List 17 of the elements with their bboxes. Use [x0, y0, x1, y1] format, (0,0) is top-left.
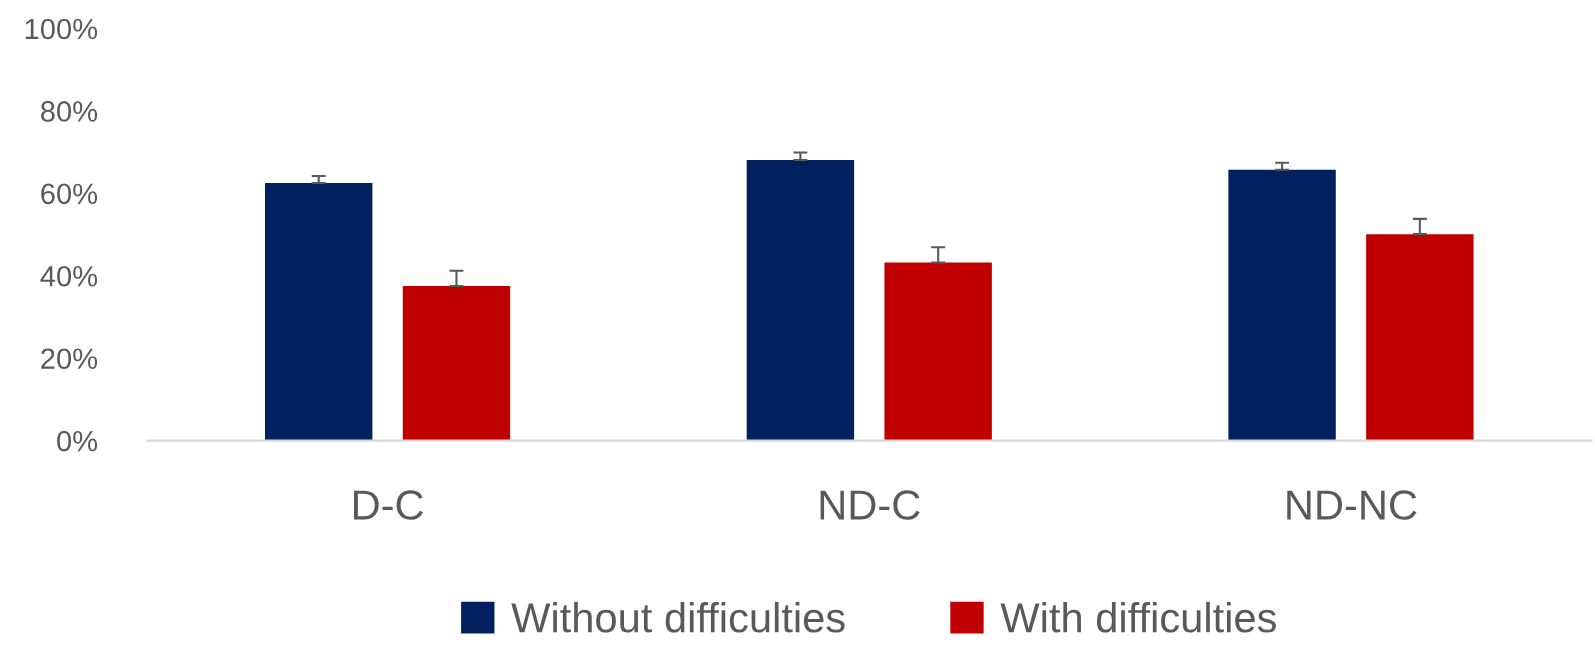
y-tick-label: 20% — [41, 348, 98, 370]
x-tick-label: D-C — [353, 490, 424, 520]
legend-label: Without difficulties — [511, 601, 845, 633]
bar — [1366, 234, 1474, 441]
x-tick-label: ND-C — [820, 490, 920, 520]
bar — [402, 286, 511, 441]
y-tick-label: 80% — [41, 101, 98, 122]
y-tick-label: 60% — [41, 183, 98, 205]
bar — [884, 262, 992, 441]
y-tick-label: 0% — [57, 430, 98, 452]
bar — [1228, 169, 1336, 441]
y-tick-label: 100% — [25, 18, 98, 40]
legend-label: With difficulties — [1000, 601, 1276, 633]
y-tick-label: 40% — [40, 265, 98, 287]
bar — [746, 159, 855, 441]
bar — [264, 183, 373, 441]
x-tick-label: ND-NC — [1287, 490, 1417, 520]
